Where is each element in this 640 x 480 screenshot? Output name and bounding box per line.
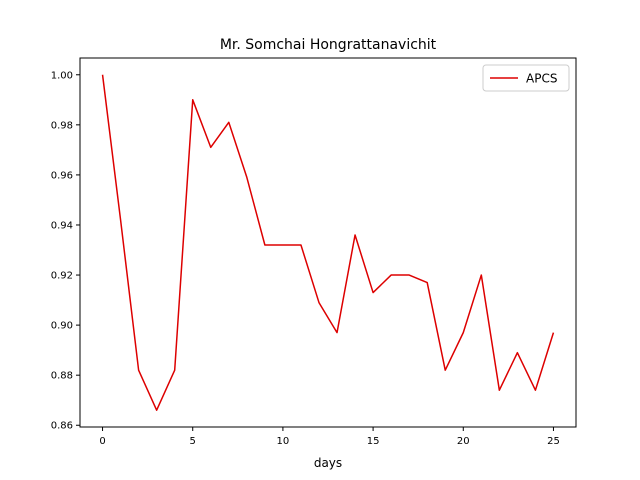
- y-tick-label: 0.88: [51, 371, 73, 382]
- x-tick-label: 20: [457, 436, 470, 447]
- y-tick-label: 0.92: [51, 271, 73, 282]
- series-line-apcs: [101, 74, 555, 411]
- x-tick-label: 10: [277, 436, 290, 447]
- chart-title: Mr. Somchai Hongrattanavichit: [220, 37, 437, 53]
- x-tick-label: 15: [367, 436, 380, 447]
- y-tick-label: 1.00: [51, 70, 73, 81]
- x-axis-label: days: [314, 456, 342, 470]
- x-axis: 0 5 10 15 20 25: [99, 427, 560, 447]
- y-tick-label: 0.86: [51, 421, 73, 432]
- legend: APCS: [482, 64, 570, 92]
- y-tick-label: 0.90: [51, 321, 73, 332]
- y-axis: 0.86 0.88 0.90 0.92 0.94 0.96 0.98 1.00: [51, 70, 80, 432]
- legend-label: APCS: [526, 72, 557, 86]
- y-tick-label: 0.94: [51, 220, 73, 231]
- x-tick-label: 25: [547, 436, 560, 447]
- series-layer: [101, 74, 555, 411]
- x-tick-label: 0: [99, 436, 105, 447]
- legend-box: [482, 64, 570, 92]
- axes-frame: [79, 57, 577, 428]
- y-tick-label: 0.98: [51, 120, 73, 131]
- y-tick-label: 0.96: [51, 170, 73, 181]
- x-tick-label: 5: [190, 436, 196, 447]
